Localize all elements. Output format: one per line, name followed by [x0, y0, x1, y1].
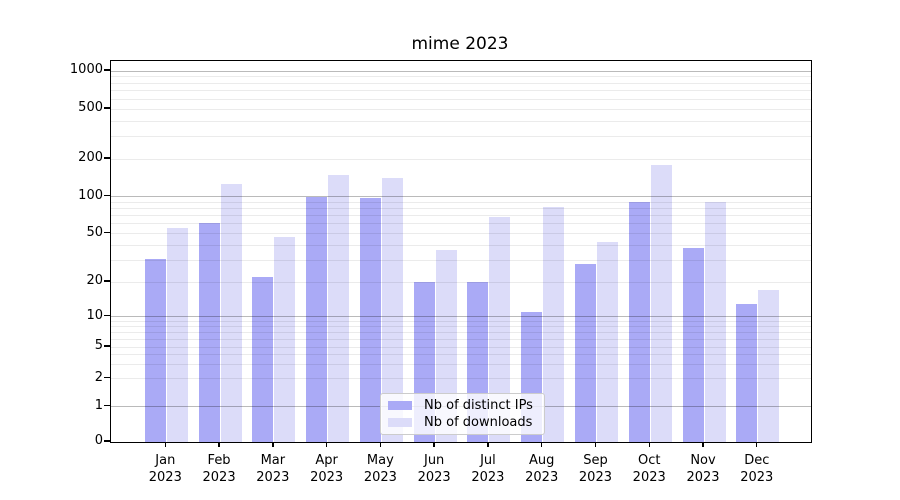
- x-axis-tick-label: Aug 2023: [525, 453, 559, 485]
- gridline-minor: [111, 136, 811, 138]
- x-axis-tick-mark: [164, 442, 166, 447]
- y-axis-tick-mark: [104, 157, 110, 159]
- x-axis-tick-mark: [756, 442, 758, 447]
- bar-downloads-jan: [166, 227, 188, 442]
- legend: Nb of distinct IPs Nb of downloads: [380, 393, 545, 435]
- y-axis-tick-mark: [104, 69, 110, 71]
- bar-ips-mar: [252, 276, 274, 442]
- x-axis-tick-label: May 2023: [363, 453, 397, 485]
- y-axis-tick-label: 0: [94, 433, 103, 448]
- bar-downloads-nov: [704, 201, 726, 442]
- gridline-minor: [111, 90, 811, 92]
- x-axis-tick-mark: [487, 442, 489, 447]
- x-axis-tick-mark: [594, 442, 597, 447]
- bar-downloads-mar: [274, 236, 296, 442]
- bar-ips-apr: [306, 196, 328, 442]
- y-axis-tick-mark: [104, 377, 110, 379]
- legend-label-downloads: Nb of downloads: [424, 415, 533, 430]
- bar-ips-oct: [628, 202, 650, 442]
- bar-downloads-may: [381, 178, 403, 442]
- x-axis-tick-label: Nov 2023: [686, 453, 720, 485]
- gridline-minor: [111, 108, 811, 110]
- bar-downloads-sep: [596, 241, 618, 442]
- y-axis-tick-mark: [104, 280, 110, 282]
- y-axis-tick-mark: [104, 345, 110, 347]
- x-axis-tick-label: Jul 2023: [471, 453, 505, 485]
- x-axis-tick-label: Oct 2023: [632, 453, 666, 485]
- y-axis-tick-label: 10: [86, 307, 103, 323]
- x-axis-tick-label: Jan 2023: [148, 453, 182, 485]
- y-axis-tick-label: 1000: [69, 62, 103, 77]
- y-axis-tick-label: 1: [94, 397, 103, 413]
- bar-ips-dec: [736, 303, 758, 442]
- x-axis-tick-mark: [433, 442, 435, 447]
- x-axis-tick-label: Mar 2023: [256, 453, 290, 485]
- y-axis-tick-mark: [104, 107, 110, 109]
- bar-downloads-oct: [650, 164, 672, 442]
- x-axis-tick-label: Feb 2023: [202, 453, 236, 485]
- y-axis-tick-label: 5: [94, 338, 103, 353]
- legend-label-distinct-ips: Nb of distinct IPs: [424, 398, 533, 413]
- y-axis-tick-label: 2: [94, 369, 103, 385]
- x-axis-tick-mark: [218, 442, 220, 447]
- y-axis-tick-mark: [104, 232, 110, 234]
- legend-swatch-distinct-ips: [388, 401, 412, 410]
- x-axis-tick-label: Sep 2023: [578, 453, 612, 485]
- bar-downloads-dec: [758, 290, 780, 442]
- legend-swatch-downloads: [388, 418, 412, 427]
- x-axis-tick-mark: [648, 442, 650, 447]
- gridline-minor: [111, 158, 811, 160]
- y-axis-tick-mark: [104, 440, 110, 442]
- gridline-minor: [111, 98, 811, 100]
- y-axis-tick-label: 200: [78, 150, 103, 165]
- bar-ips-feb: [198, 223, 220, 442]
- chart-title: mime 2023: [411, 34, 509, 54]
- x-axis-tick-label: Jun 2023: [417, 453, 451, 485]
- legend-item-distinct-ips: Nb of distinct IPs: [381, 397, 544, 414]
- bar-ips-jan: [144, 258, 166, 442]
- gridline-minor: [111, 76, 811, 78]
- x-axis-tick-mark: [272, 442, 274, 447]
- bar-downloads-apr: [328, 174, 350, 442]
- y-axis-tick-label: 50: [86, 224, 103, 240]
- gridline-major: [111, 196, 811, 198]
- bar-ips-nov: [682, 248, 704, 442]
- gridline-minor: [111, 120, 811, 122]
- bar-ips-sep: [574, 264, 596, 442]
- y-axis-tick-mark: [104, 195, 110, 197]
- x-axis-tick-label: Apr 2023: [310, 453, 344, 485]
- y-axis-tick-mark: [104, 315, 110, 317]
- legend-item-downloads: Nb of downloads: [381, 414, 544, 431]
- gridline-minor: [111, 82, 811, 84]
- gridline-major: [111, 70, 811, 72]
- y-axis-tick-mark: [104, 405, 110, 407]
- bar-downloads-aug: [543, 207, 565, 442]
- bar-ips-may: [359, 198, 381, 442]
- x-axis-tick-mark: [325, 442, 328, 447]
- x-axis-tick-mark: [379, 442, 382, 447]
- y-axis-tick-label: 20: [86, 273, 103, 288]
- x-axis-tick-mark: [702, 442, 704, 447]
- bar-downloads-feb: [220, 183, 242, 442]
- y-axis-tick-label: 500: [78, 100, 103, 115]
- bar-downloads-jul: [489, 217, 511, 442]
- x-axis-tick-mark: [540, 442, 543, 447]
- plot-area: Nb of distinct IPs Nb of downloads: [110, 60, 812, 443]
- x-axis-tick-label: Dec 2023: [740, 453, 774, 485]
- y-axis-tick-label: 100: [78, 187, 103, 203]
